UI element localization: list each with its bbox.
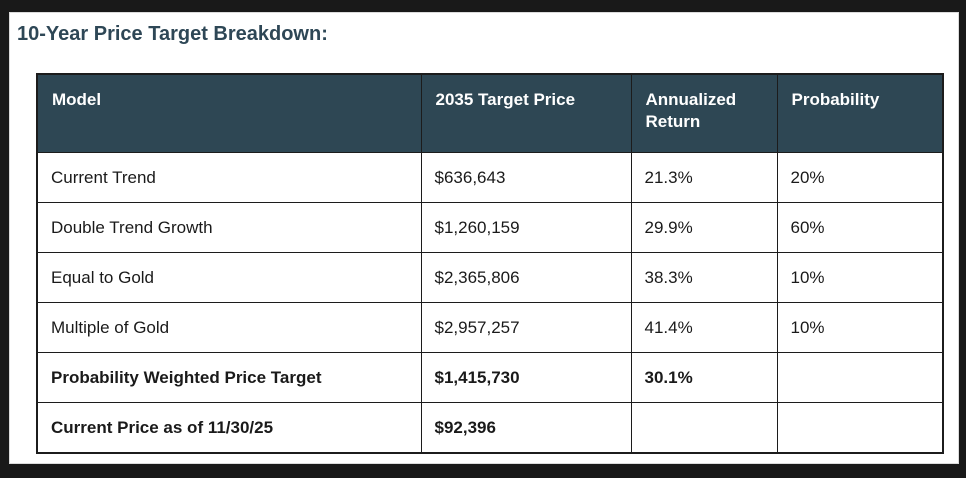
cell-target-price: $636,643 [420,152,632,203]
cell-target-price: $1,415,730 [420,352,632,403]
column-header-model: Model [36,73,422,153]
cell-target-price: $92,396 [420,402,632,454]
column-header-target-price: 2035 Target Price [420,73,632,153]
header-row: Model 2035 Target Price Annualized Retur… [36,73,944,153]
cell-annualized-return: 41.4% [630,302,778,353]
cell-probability: 10% [776,252,944,303]
cell-model: Current Price as of 11/30/25 [36,402,422,454]
cell-model: Equal to Gold [36,252,422,303]
cell-annualized-return: 30.1% [630,352,778,403]
cell-target-price: $2,957,257 [420,302,632,353]
cell-probability: 20% [776,152,944,203]
cell-model: Multiple of Gold [36,302,422,353]
table-row: Probability Weighted Price Target $1,415… [36,352,944,403]
cell-annualized-return: 38.3% [630,252,778,303]
cell-model: Probability Weighted Price Target [36,352,422,403]
cell-target-price: $2,365,806 [420,252,632,303]
column-header-annualized-return: Annualized Return [630,73,778,153]
cell-probability: 60% [776,202,944,253]
cell-probability [776,402,944,454]
table-row: Double Trend Growth $1,260,159 29.9% 60% [36,202,944,253]
table-header: Model 2035 Target Price Annualized Retur… [36,73,944,153]
cell-annualized-return: 21.3% [630,152,778,203]
table-row: Current Trend $636,643 21.3% 20% [36,152,944,203]
cell-annualized-return [630,402,778,454]
table-row: Multiple of Gold $2,957,257 41.4% 10% [36,302,944,353]
table-row: Current Price as of 11/30/25 $92,396 [36,402,944,454]
table-row: Equal to Gold $2,365,806 38.3% 10% [36,252,944,303]
cell-probability [776,352,944,403]
cell-model: Current Trend [36,152,422,203]
cell-model: Double Trend Growth [36,202,422,253]
cell-annualized-return: 29.9% [630,202,778,253]
cell-probability: 10% [776,302,944,353]
page-title: 10-Year Price Target Breakdown: [17,23,328,45]
cell-target-price: $1,260,159 [420,202,632,253]
price-target-table: Model 2035 Target Price Annualized Retur… [36,73,944,454]
column-header-probability: Probability [776,73,944,153]
table-body: Current Trend $636,643 21.3% 20% Double … [36,152,944,454]
